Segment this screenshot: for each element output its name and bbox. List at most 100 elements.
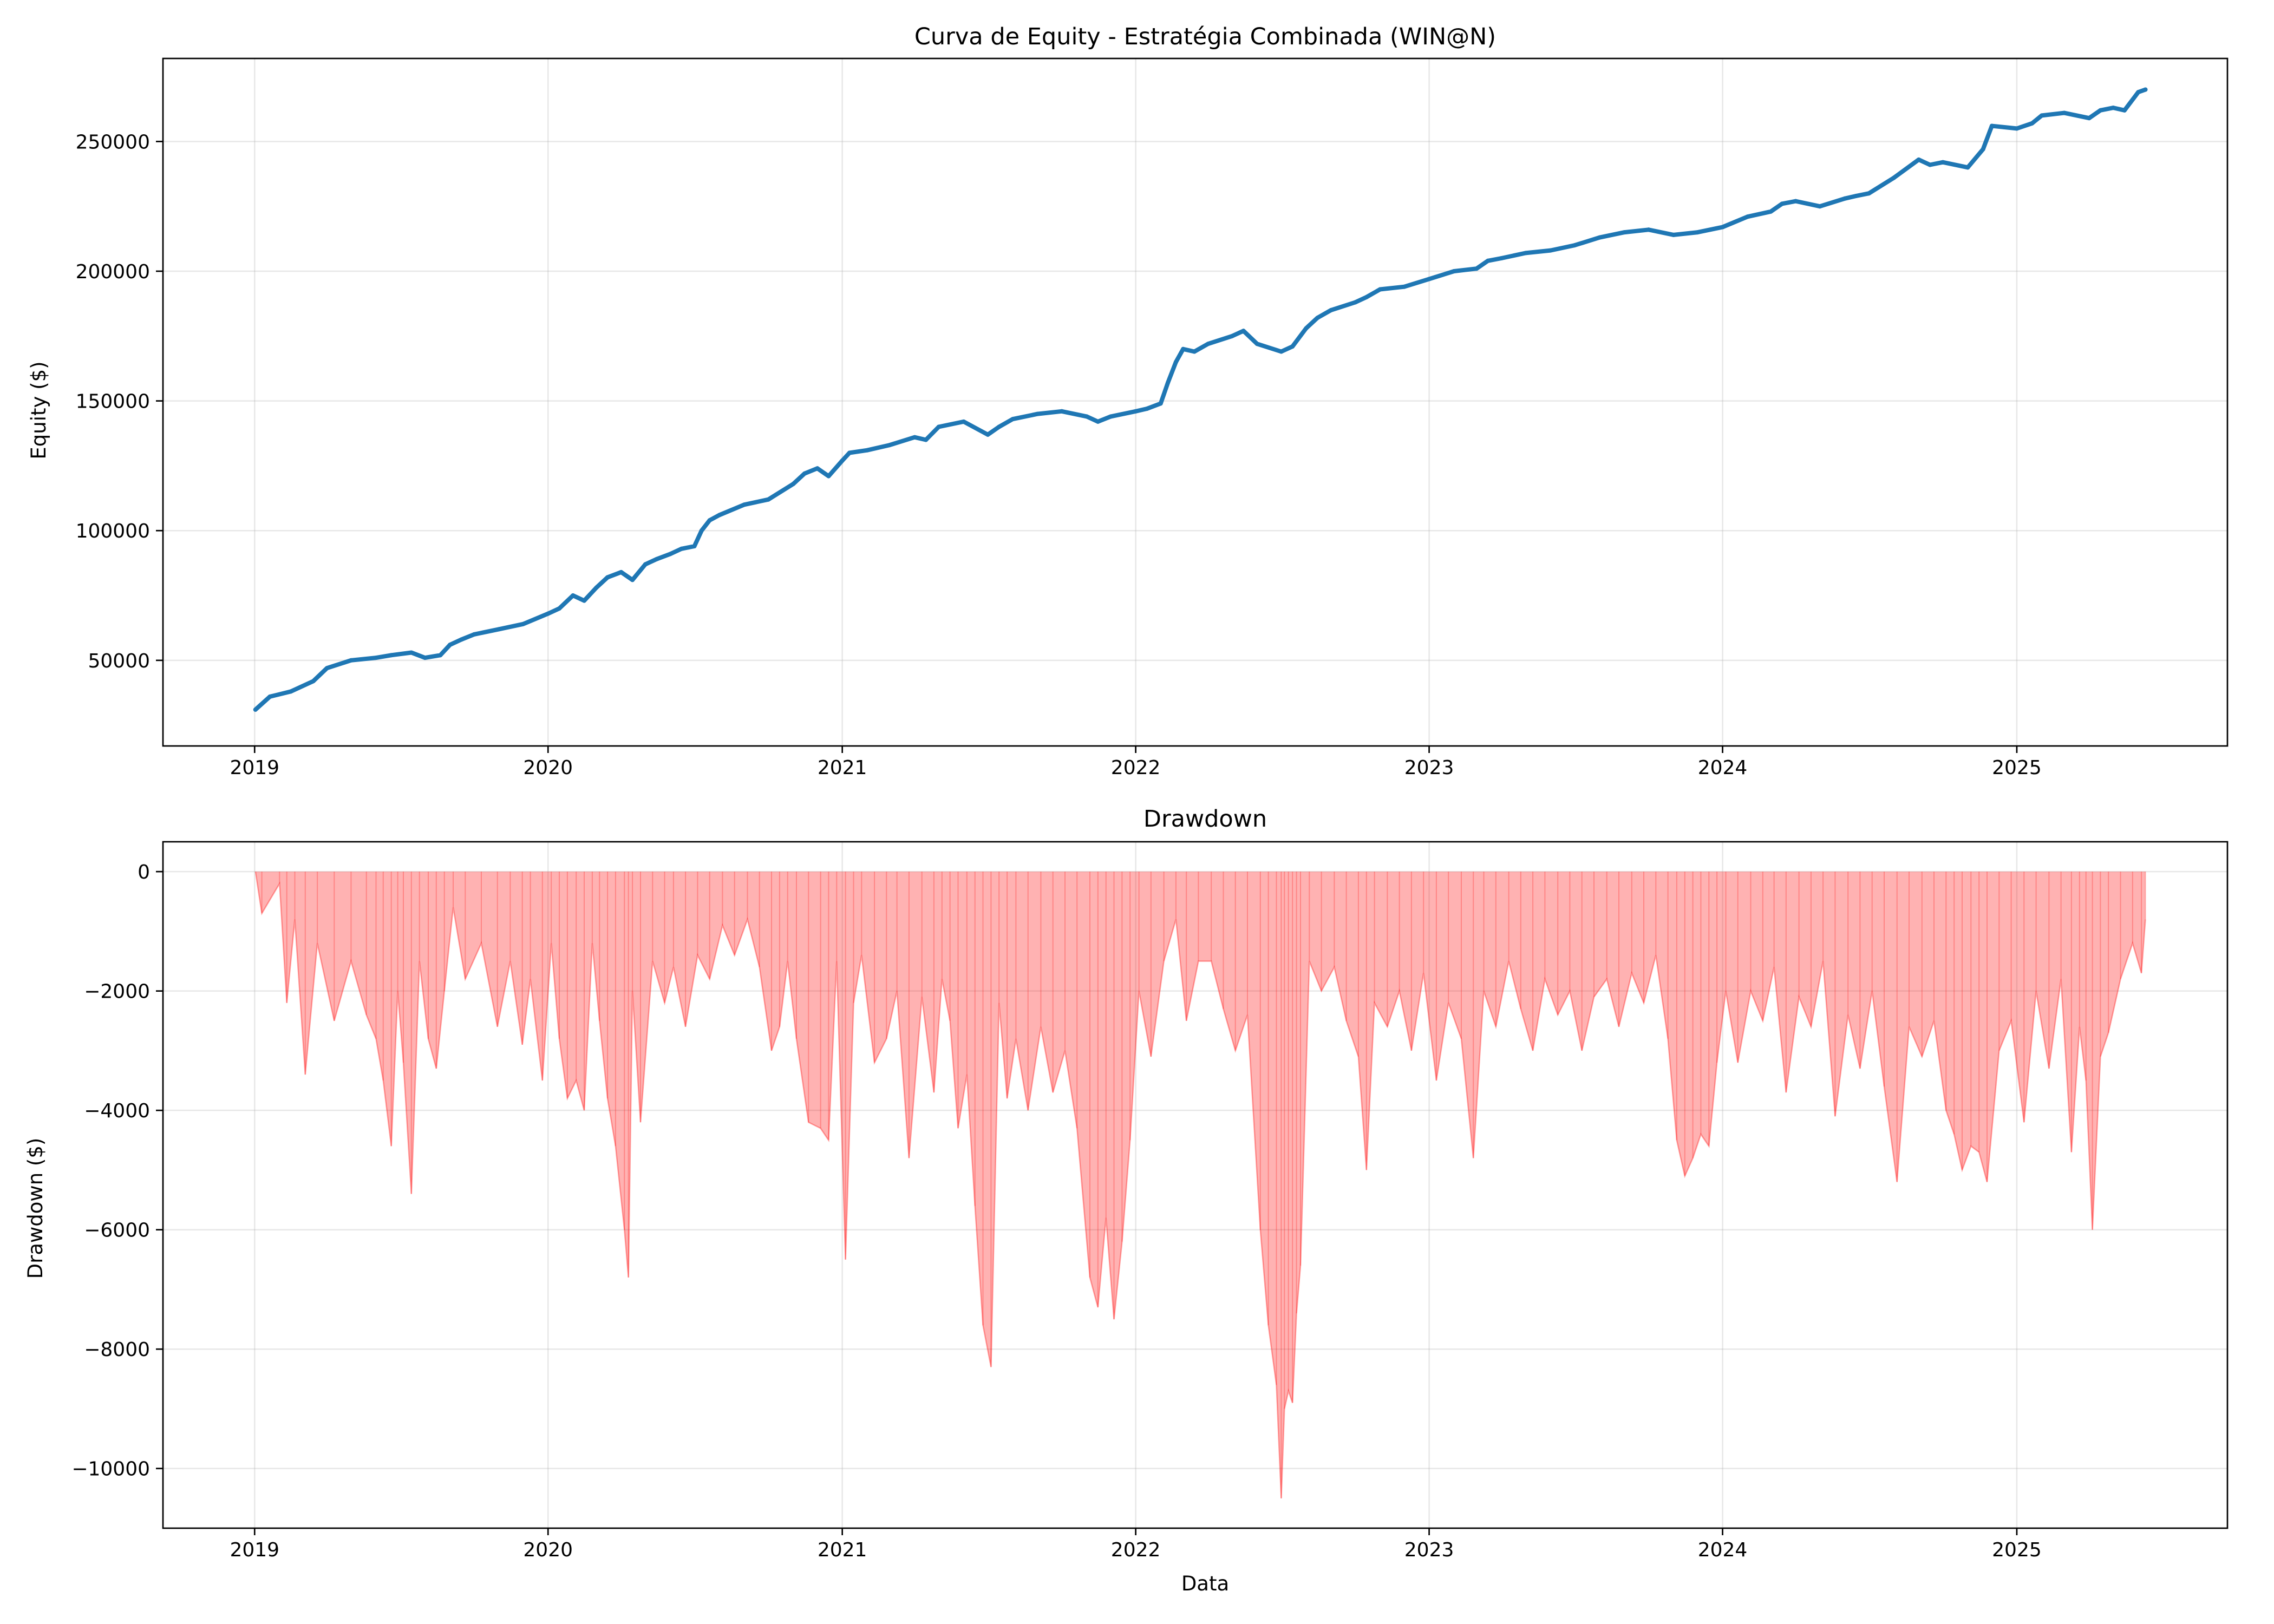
equity-data-point — [557, 606, 561, 611]
equity-data-point — [1108, 414, 1113, 419]
equity-data-point — [887, 443, 892, 448]
equity-gridlines — [163, 58, 2227, 746]
equity-data-point — [1854, 194, 1858, 198]
equity-data-point — [1486, 258, 1490, 263]
equity-data-point — [1793, 199, 1798, 204]
equity-data-point — [997, 424, 1002, 429]
equity-data-point — [815, 466, 820, 471]
equity-data-point — [253, 707, 258, 712]
drawdown-plot-frame — [162, 841, 2229, 1529]
equity-data-point — [924, 437, 929, 442]
equity-data-point — [1927, 162, 1932, 167]
equity-data-point — [1989, 123, 1994, 128]
equity-y-tick-label: 100000 — [76, 520, 150, 542]
equity-data-point — [840, 458, 845, 463]
drawdown-area-edge — [254, 871, 2146, 1498]
equity-data-point — [961, 419, 966, 424]
equity-data-point — [1279, 349, 1284, 354]
equity-data-point — [912, 435, 917, 440]
equity-data-point — [1916, 157, 1921, 162]
equity-y-axis-label: Equity ($) — [27, 361, 50, 459]
equity-data-point — [1084, 414, 1089, 419]
equity-data-point — [1572, 243, 1577, 248]
equity-data-point — [2122, 108, 2127, 113]
drawdown-chart-title: Drawdown — [1143, 806, 1267, 833]
equity-y-axis: 50000 100000 150000 200000 250000 — [76, 131, 163, 672]
equity-plot-frame — [162, 57, 2229, 747]
equity-data-point — [496, 627, 501, 632]
equity-data-point — [2062, 110, 2067, 115]
equity-data-point — [1671, 232, 1676, 237]
equity-data-point — [1192, 349, 1197, 354]
equity-data-point — [1842, 196, 1847, 201]
drawdown-y-tick-label: 0 — [138, 861, 150, 883]
equity-data-point — [438, 653, 443, 658]
equity-x-axis: 2019 2020 2021 2022 2023 2024 2025 — [230, 746, 2042, 779]
equity-x-tick-label: 2019 — [230, 757, 279, 779]
equity-data-point — [936, 424, 941, 429]
equity-data-point — [707, 518, 712, 523]
equity-data-point — [1474, 266, 1479, 271]
equity-data-point — [1818, 204, 1822, 209]
equity-data-point — [619, 569, 624, 574]
equity-data-point — [311, 679, 316, 684]
drawdown-y-tick-label: −4000 — [84, 1100, 150, 1122]
equity-data-point — [766, 497, 771, 502]
equity-data-point — [1940, 160, 1945, 165]
equity-data-point — [546, 611, 551, 616]
equity-data-point — [605, 575, 610, 580]
equity-data-point — [1145, 407, 1149, 411]
equity-x-tick-label: 2021 — [818, 757, 867, 779]
drawdown-x-tick-label: 2024 — [1698, 1539, 1748, 1561]
equity-data-point — [1646, 227, 1651, 232]
equity-data-point — [582, 598, 586, 603]
drawdown-x-tick-label: 2019 — [230, 1539, 279, 1561]
equity-data-point — [2087, 116, 2092, 121]
equity-data-point — [2143, 87, 2148, 92]
equity-data-point — [2040, 113, 2044, 118]
equity-data-point — [1206, 342, 1211, 346]
equity-x-tick-label: 2022 — [1111, 757, 1161, 779]
equity-data-point — [643, 562, 648, 567]
equity-data-point — [1315, 316, 1320, 320]
equity-panel: Curva de Equity - Estratégia Combinada (… — [27, 23, 2229, 779]
equity-data-point — [1745, 214, 1750, 219]
equity-data-point — [472, 632, 476, 637]
equity-data-point — [1304, 326, 1309, 331]
equity-data-point — [389, 653, 394, 658]
drawdown-y-tick-label: −6000 — [84, 1220, 150, 1242]
equity-data-point — [654, 556, 659, 561]
equity-data-point — [699, 528, 704, 533]
equity-data-point — [1695, 230, 1700, 235]
drawdown-x-tick-label: 2020 — [523, 1539, 573, 1561]
equity-x-tick-label: 2023 — [1404, 757, 1454, 779]
drawdown-y-axis: 0 −2000 −4000 −6000 −8000 −10000 — [71, 861, 163, 1481]
equity-data-point — [2030, 121, 2035, 126]
drawdown-x-axis: 2019 2020 2021 2022 2023 2024 2025 — [230, 1528, 2042, 1561]
drawdown-y-tick-label: −10000 — [71, 1458, 150, 1481]
equity-data-point — [1427, 277, 1432, 281]
drawdown-x-axis-label: Data — [1181, 1572, 1229, 1595]
drawdown-y-axis-label: Drawdown ($) — [24, 1138, 47, 1279]
equity-data-point — [985, 432, 990, 437]
equity-data-point — [1230, 333, 1234, 338]
equity-data-point — [521, 621, 526, 626]
equity-data-point — [1523, 251, 1528, 256]
equity-data-point — [459, 637, 463, 642]
equity-data-point — [1720, 225, 1725, 230]
equity-data-point — [2015, 126, 2019, 131]
equity-data-point — [1548, 248, 1553, 253]
equity-data-point — [1060, 409, 1064, 414]
equity-data-point — [742, 502, 747, 507]
equity-data-point — [679, 546, 684, 551]
equity-data-point — [1378, 287, 1382, 292]
equity-data-point — [571, 593, 576, 598]
equity-x-tick-label: 2020 — [523, 757, 573, 779]
equity-y-tick-label: 250000 — [76, 131, 150, 153]
equity-data-point — [791, 482, 796, 486]
equity-data-point — [1891, 175, 1896, 180]
equity-data-point — [1329, 307, 1334, 312]
equity-data-point — [802, 471, 807, 476]
